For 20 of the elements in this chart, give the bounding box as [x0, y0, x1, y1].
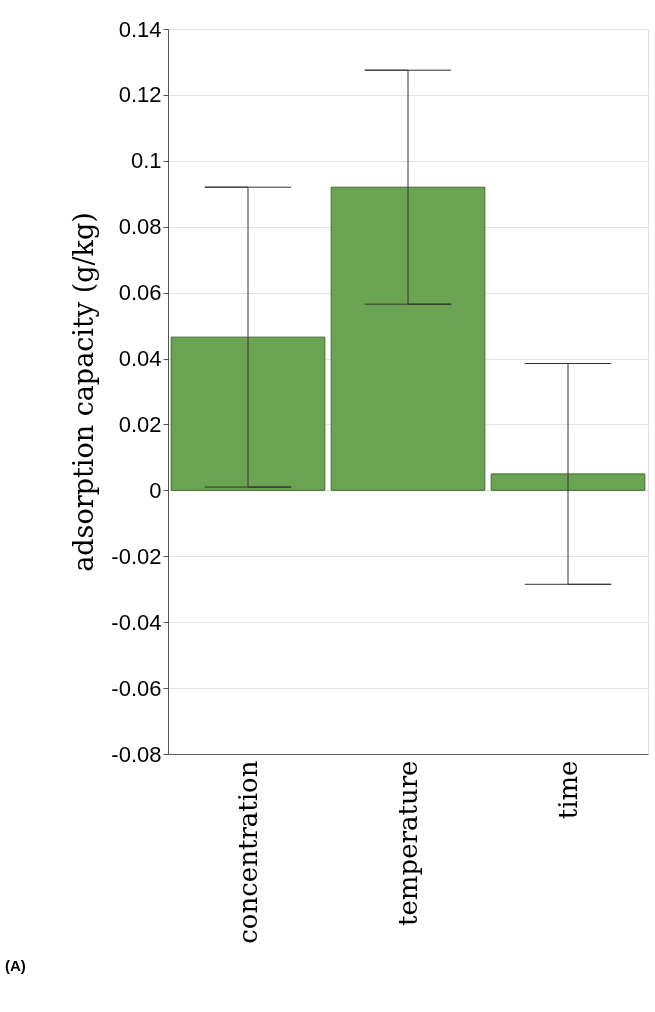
y-tick-label: 0: [149, 477, 162, 503]
y-tick-label: -0.02: [111, 543, 162, 569]
y-tick-label: 0.08: [118, 214, 162, 240]
y-tick-label: -0.04: [111, 609, 162, 635]
y-tick-label: -0.06: [111, 675, 162, 701]
bar: [170, 336, 326, 491]
x-tick-label: time: [552, 760, 583, 820]
text: (A): [5, 957, 26, 974]
y-tick-label: 0.06: [118, 280, 162, 306]
bar: [330, 186, 486, 491]
y-tick-label: -0.08: [111, 741, 162, 767]
y-tick-label: 0.02: [118, 411, 162, 437]
x-tick-label: temperature: [392, 760, 423, 926]
bar: [490, 473, 646, 491]
y-tick-label: 0.14: [118, 16, 162, 42]
x-tick-label: concentration: [232, 760, 263, 944]
y-tick-label: 0.12: [118, 82, 162, 108]
y-axis-title: adsorption capacity (g/kg): [68, 212, 100, 572]
y-tick-label: 0.1: [130, 148, 162, 174]
y-tick-label: 0.04: [118, 346, 162, 372]
